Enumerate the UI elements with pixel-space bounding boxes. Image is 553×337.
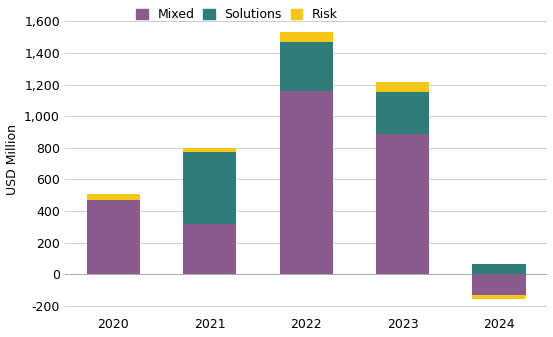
- Bar: [280, 91, 333, 274]
- Bar: [376, 82, 429, 92]
- Bar: [183, 152, 236, 223]
- Bar: [376, 92, 429, 133]
- Bar: [87, 193, 140, 200]
- Bar: [472, 274, 525, 295]
- Bar: [376, 133, 429, 274]
- Bar: [183, 148, 236, 152]
- Bar: [472, 295, 525, 299]
- Y-axis label: USD Million: USD Million: [6, 124, 19, 195]
- Bar: [280, 42, 333, 91]
- Bar: [280, 32, 333, 42]
- Bar: [87, 200, 140, 274]
- Legend: Mixed, Solutions, Risk: Mixed, Solutions, Risk: [134, 6, 341, 24]
- Bar: [472, 264, 525, 274]
- Bar: [183, 223, 236, 274]
